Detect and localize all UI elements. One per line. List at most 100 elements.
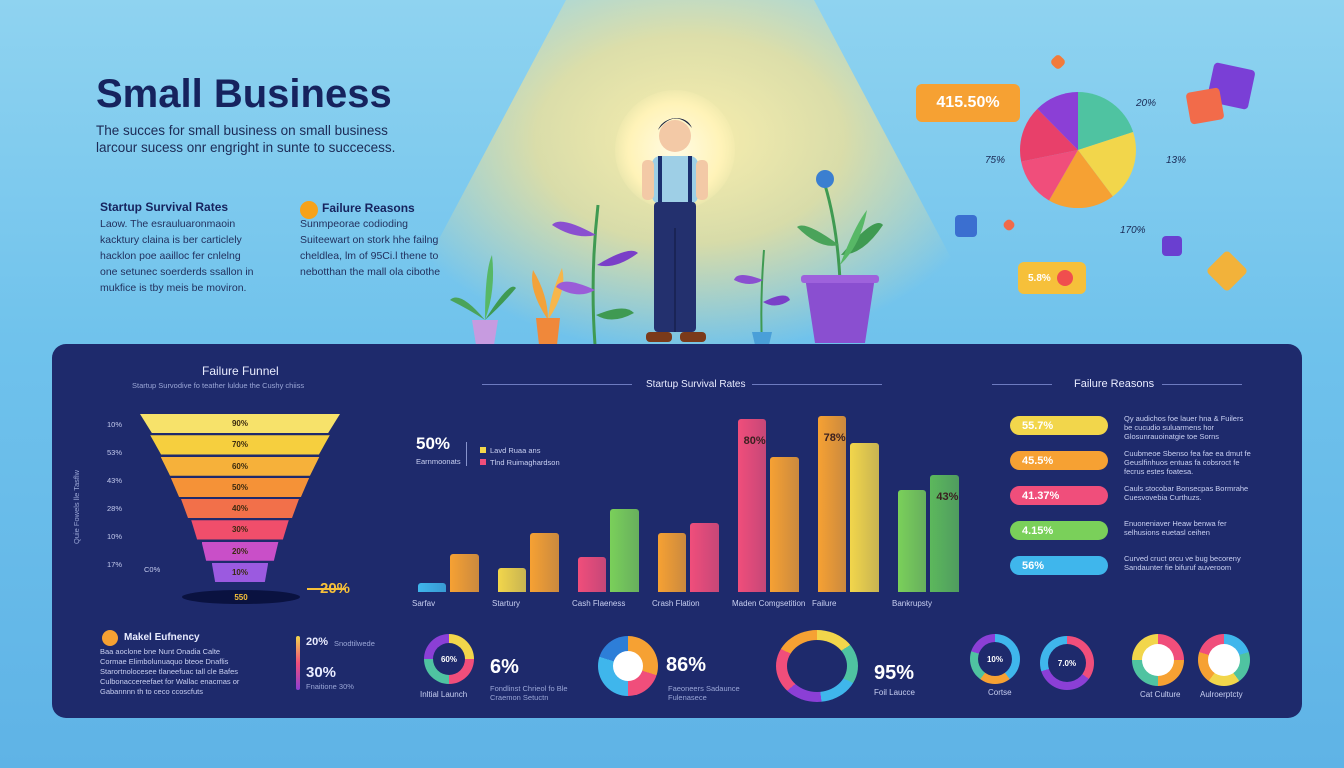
bar bbox=[657, 533, 687, 592]
funnel-tick-label: 53% bbox=[107, 448, 123, 457]
x-tick-label: Cash Flaeness bbox=[572, 599, 626, 608]
value-bubble-small: 5.8% bbox=[1018, 262, 1086, 294]
funnel-bottom-label: C0% bbox=[144, 565, 161, 574]
plant-pot-right bbox=[797, 170, 883, 343]
donut-1-label: Inltial Launch bbox=[420, 690, 468, 699]
stat-1-value: 20% bbox=[306, 636, 329, 648]
funnel-base: 550 bbox=[182, 590, 300, 604]
plant-small-purple bbox=[734, 249, 790, 345]
bar bbox=[577, 557, 607, 592]
reason-pill: 45.5% bbox=[1010, 451, 1108, 470]
market-text: Baa aoclone bne Nunt Onadia Calte Cormae … bbox=[100, 647, 240, 696]
survival-legend-1: Lavd Ruaa ans bbox=[480, 446, 540, 455]
stat-1-label: Snodtilwede bbox=[334, 639, 375, 648]
callout-line bbox=[307, 588, 345, 590]
diamond-icon bbox=[1205, 249, 1249, 293]
pie-chart bbox=[1020, 92, 1136, 208]
page-title: Small Business bbox=[96, 72, 392, 116]
failure-intro-text: Sunmpeorae codioding Suiteewart on stork … bbox=[300, 218, 441, 278]
donut-chart-7 bbox=[1198, 634, 1250, 686]
survival-legend-2: Tlnd Ruimaghardson bbox=[480, 458, 560, 467]
puzzle-piece-icon bbox=[1162, 236, 1182, 256]
x-tick-label: Startury bbox=[492, 599, 521, 608]
bar bbox=[610, 509, 640, 592]
pie-label-3: 13% bbox=[1166, 155, 1187, 166]
reasons-title: Failure Reasons bbox=[1074, 378, 1155, 390]
x-tick-label: Failure bbox=[812, 599, 837, 608]
donut-chart-3 bbox=[776, 630, 858, 702]
bar bbox=[930, 474, 960, 592]
pie-label-2: 75% bbox=[985, 155, 1006, 166]
funnel-tick-label: 17% bbox=[107, 560, 123, 569]
x-tick-label: Bankrupsty bbox=[892, 599, 933, 608]
donut-chart-4: 10% bbox=[970, 634, 1020, 684]
stat-2-value: 30% bbox=[306, 664, 337, 681]
page-subtitle: The succes for small business on small b… bbox=[96, 123, 396, 155]
funnel-layer: 40% bbox=[181, 499, 299, 519]
plant-left bbox=[450, 255, 516, 345]
funnel-layer: 50% bbox=[170, 477, 310, 497]
divider bbox=[992, 384, 1052, 385]
survival-legend-value: 50% bbox=[416, 434, 451, 453]
reasons-list: 55.7% Qy audichos foe lauer hna & Fuilers… bbox=[1010, 414, 1270, 586]
survival-intro-title: Startup Survival Rates bbox=[100, 200, 229, 214]
bar-value-label: 80% bbox=[743, 435, 766, 448]
funnel-tick-label: 10% bbox=[107, 532, 123, 541]
funnel-layer: 60% bbox=[160, 456, 320, 476]
divider bbox=[1162, 384, 1242, 385]
pie-label-4: 170% bbox=[1120, 225, 1146, 236]
survival-legend-small: Earnmoonats bbox=[416, 457, 461, 466]
bar bbox=[417, 583, 447, 592]
pie-label-1: 20% bbox=[1136, 98, 1157, 109]
donut-chart-launch: 60% bbox=[424, 634, 474, 684]
funnel-title: Failure Funnel bbox=[202, 364, 279, 378]
reason-text: Cauls stocobar Bonsecpas Bormrahe Cuesvov… bbox=[1124, 484, 1249, 502]
plant-purple bbox=[552, 204, 638, 345]
x-tick-label: Maden Comgsetition bbox=[732, 599, 806, 608]
donut-7-label: Aulroerptcty bbox=[1200, 690, 1243, 699]
x-tick-label: Sarfav bbox=[412, 599, 436, 608]
donut-chart-5: 7.0% bbox=[1040, 636, 1094, 690]
puzzle-piece-icon bbox=[1185, 87, 1225, 125]
funnel-layer: 20% bbox=[201, 541, 279, 561]
reason-pill: 4.15% bbox=[1010, 521, 1108, 540]
stat-3-label: Fondlinst Chrieol fo Ble Craemon Setuctn bbox=[490, 684, 568, 702]
survival-intro-text: Laow. The esrauluaronmaoin kacktury clain… bbox=[100, 218, 254, 294]
survival-title: Startup Survival Rates bbox=[646, 379, 746, 390]
donut-chart-6 bbox=[1132, 634, 1184, 686]
stat-5-value: 95% bbox=[874, 662, 915, 684]
bar bbox=[450, 554, 480, 592]
reason-pill: 56% bbox=[1010, 556, 1108, 575]
bar bbox=[530, 533, 560, 592]
stat-3-value: 6% bbox=[490, 656, 519, 678]
donut-chart-2 bbox=[598, 636, 658, 696]
star-icon bbox=[102, 630, 118, 646]
funnel-chart: 90% 70% 60% 50% 40% 30% 20% 10% bbox=[140, 414, 340, 584]
fire-icon bbox=[300, 201, 318, 219]
funnel-layer: 90% bbox=[140, 414, 340, 434]
survival-x-axis: Sarfav Startury Cash Flaeness Crash Flation… bbox=[408, 599, 968, 613]
person-illustration bbox=[642, 118, 708, 342]
donut-6-label: Cat Culture bbox=[1140, 690, 1181, 699]
stat-2-label: Fnaitione 30% bbox=[306, 682, 354, 691]
divider bbox=[482, 384, 632, 385]
bar-value-label: 43% bbox=[936, 490, 959, 503]
reason-pill: 55.7% bbox=[1010, 416, 1108, 435]
funnel-tick-label: 10% bbox=[107, 420, 123, 429]
reason-pill: 41.37% bbox=[1010, 486, 1108, 505]
bar bbox=[497, 567, 527, 592]
funnel-tick-label: 28% bbox=[107, 504, 123, 513]
bar bbox=[850, 443, 880, 592]
failure-intro-title: Failure Reasons bbox=[322, 201, 415, 215]
stat-5-label: Foil Laucce bbox=[874, 688, 915, 697]
star-icon bbox=[1049, 53, 1067, 71]
plant-orange bbox=[532, 268, 564, 345]
funnel-side-label: Quie Fowels lle Tasflw bbox=[72, 469, 81, 544]
stat-4-value: 86% bbox=[666, 654, 707, 676]
reason-text: Curved cruct orcu ve bug becoreny Sandaun… bbox=[1124, 554, 1241, 572]
bar bbox=[817, 415, 847, 592]
gradient-bar bbox=[296, 636, 300, 690]
market-title: Makel Eufnency bbox=[124, 632, 200, 643]
dot-icon bbox=[1056, 270, 1073, 286]
reason-text: Cuubmeoe Sbenso fea fae ea dmut fe Geuslf… bbox=[1124, 449, 1251, 476]
